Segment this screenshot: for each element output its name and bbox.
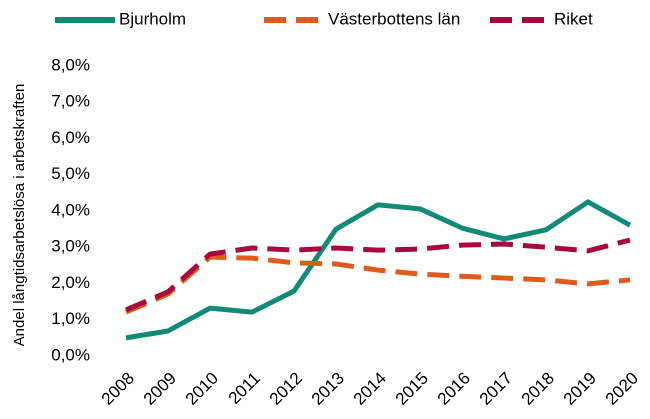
legend-label: Bjurholm [119, 9, 186, 28]
x-tick-label: 2015 [392, 369, 432, 409]
y-tick-label: 6,0% [51, 128, 90, 147]
y-tick-label: 7,0% [51, 92, 90, 111]
x-tick-label: 2008 [98, 369, 138, 409]
y-tick-label: 0,0% [51, 345, 90, 364]
legend-label: Riket [554, 9, 593, 28]
y-axis-label: Andel långtidsarbetslösa i arbetskraften [11, 84, 28, 347]
x-tick-label: 2013 [308, 369, 348, 409]
series-line [125, 237, 631, 313]
x-tick-label: 2009 [140, 369, 180, 409]
series-line [125, 199, 632, 341]
x-tick-label: 2016 [434, 369, 474, 409]
y-tick-label: 1,0% [51, 309, 90, 328]
x-tick-label: 2014 [350, 369, 390, 409]
y-tick-label: 8,0% [51, 55, 90, 74]
x-tick-label: 2020 [602, 369, 642, 409]
y-tick-label: 5,0% [51, 164, 90, 183]
x-tick-label: 2011 [225, 369, 264, 408]
x-tick-label: 2018 [518, 369, 558, 409]
y-tick-label: 2,0% [51, 273, 90, 292]
y-tick-label: 4,0% [51, 200, 90, 219]
x-tick-label: 2019 [560, 369, 600, 409]
x-tick-label: 2012 [266, 369, 306, 409]
y-tick-label: 3,0% [51, 237, 90, 256]
series-line [125, 254, 631, 315]
x-tick-label: 2017 [476, 369, 516, 409]
legend-label: Västerbottens län [328, 9, 460, 28]
x-tick-label: 2010 [182, 369, 222, 409]
